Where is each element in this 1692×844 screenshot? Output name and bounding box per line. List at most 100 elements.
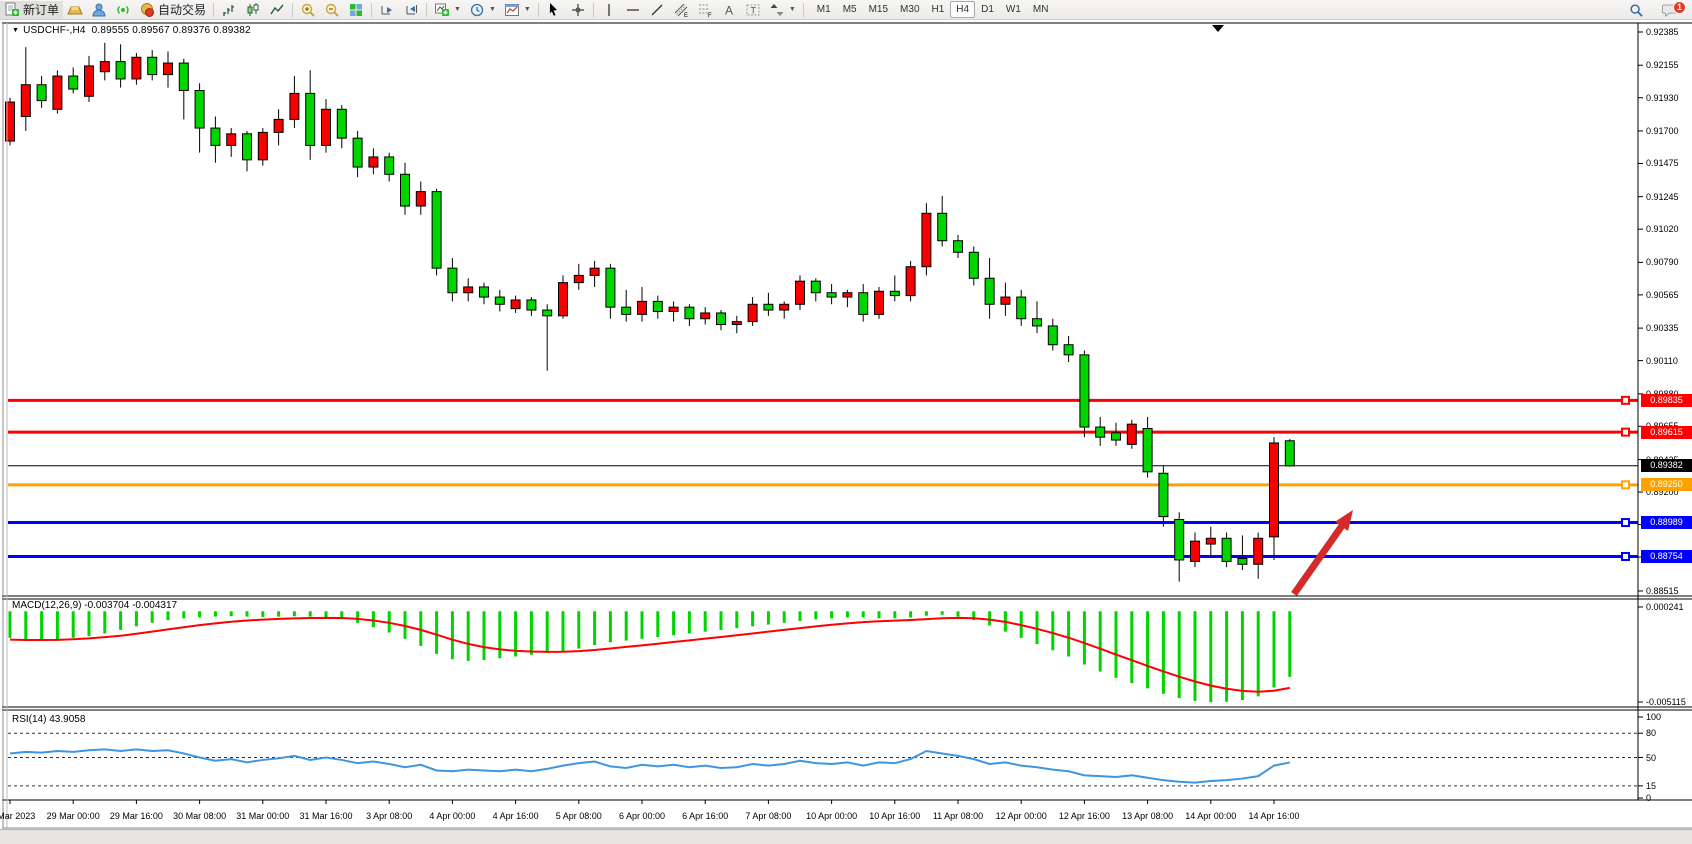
text-label-button[interactable]: T <box>741 1 765 19</box>
symbol-header[interactable]: ▼ USDCHF-,H4 0.89555 0.89567 0.89376 0.89… <box>12 25 251 36</box>
price-axis-label[interactable]: 0.90110 <box>1646 355 1678 366</box>
timeframe-d1-button[interactable]: D1 <box>981 4 994 15</box>
macd-axis-label[interactable]: -0.005115 <box>1646 697 1686 707</box>
hline-handle[interactable] <box>1621 427 1630 437</box>
time-axis-label[interactable]: 12 Apr 00:00 <box>995 811 1047 821</box>
timeframe-h1-button[interactable]: H1 <box>931 4 945 15</box>
price-line-tag-0.89615: 0.89615 <box>1641 425 1692 439</box>
shift-marker-icon[interactable] <box>1212 25 1224 32</box>
bar-chart-button[interactable] <box>217 1 241 19</box>
text-button[interactable]: A <box>717 1 741 19</box>
time-axis-label[interactable]: 11 Apr 08:00 <box>932 811 984 821</box>
time-axis-label[interactable]: 31 Mar 16:00 <box>299 811 353 821</box>
time-axis-label[interactable]: 30 Mar 08:00 <box>173 811 227 821</box>
rsi-axis-label[interactable]: 0 <box>1646 793 1652 803</box>
time-axis-label[interactable]: 6 Apr 16:00 <box>682 811 729 821</box>
collapse-triangle-icon[interactable]: ▼ <box>12 27 20 34</box>
cursor-button[interactable] <box>542 1 566 19</box>
zoom-out-button[interactable] <box>320 1 344 19</box>
trendline-button[interactable] <box>645 1 669 19</box>
time-axis-label[interactable]: 13 Apr 08:00 <box>1122 811 1174 821</box>
hline-icon <box>625 2 641 18</box>
time-axis-label[interactable]: 31 Mar 00:00 <box>236 811 290 821</box>
time-axis-label[interactable]: 3 Apr 08:00 <box>366 811 413 821</box>
time-axis-label[interactable]: 4 Apr 16:00 <box>492 811 539 821</box>
price-axis-label[interactable]: 0.90790 <box>1646 257 1679 268</box>
templates-button[interactable]: ▼ <box>500 1 535 19</box>
deposit-button[interactable] <box>63 1 87 19</box>
autotrade-button[interactable]: 自动交易 <box>135 1 210 19</box>
price-axis-label[interactable]: 0.90335 <box>1646 323 1679 334</box>
time-axis-label[interactable]: 29 Mar 16:00 <box>109 811 163 821</box>
rsi-axis-label[interactable]: 80 <box>1646 728 1657 739</box>
price-axis-label[interactable]: 0.92155 <box>1646 60 1679 71</box>
timeframe-m5-button[interactable]: M5 <box>842 4 857 15</box>
signals-button[interactable] <box>111 1 135 19</box>
vline-icon <box>601 2 617 18</box>
new-order-button[interactable]: 新订单 <box>0 0 64 19</box>
price-axis-label[interactable]: 0.91245 <box>1646 191 1679 202</box>
toolbar-separator <box>213 2 215 17</box>
hlines-layer[interactable] <box>8 398 1638 558</box>
svg-text:T: T <box>750 5 756 15</box>
macd-axis-label[interactable]: 0.000241 <box>1646 602 1684 612</box>
time-axis-label[interactable]: 10 Apr 00:00 <box>806 811 858 821</box>
time-axis-label[interactable]: 14 Apr 00:00 <box>1185 811 1237 821</box>
price-axis-label[interactable]: 0.90565 <box>1646 289 1679 300</box>
hline-handle[interactable] <box>1621 551 1630 561</box>
price-axis-label[interactable]: 0.92385 <box>1646 27 1679 37</box>
macd-signal-line <box>9 616 1290 693</box>
time-axis-label[interactable]: 6 Apr 00:00 <box>618 811 666 821</box>
time-axis-label[interactable]: 12 Apr 16:00 <box>1058 811 1110 821</box>
time-axis-label[interactable]: 4 Apr 00:00 <box>429 811 476 821</box>
price-axis-label[interactable]: 0.91930 <box>1646 92 1679 103</box>
zoom-in-button[interactable] <box>296 1 320 19</box>
time-axis-label[interactable]: 5 Apr 08:00 <box>555 811 602 821</box>
timeframe-w1-button[interactable]: W1 <box>1005 4 1021 15</box>
crosshair-icon <box>570 2 586 18</box>
price-axis-label[interactable]: 0.89200 <box>1646 487 1679 498</box>
crosshair-button[interactable] <box>566 1 590 19</box>
vertical-line-button[interactable] <box>597 1 621 19</box>
time-axis-label[interactable]: 10 Apr 16:00 <box>869 811 921 821</box>
new-order-icon <box>4 2 20 18</box>
timeframe-h4-button[interactable]: H4 <box>950 1 976 18</box>
timeframe-m15-button[interactable]: M15 <box>868 4 889 15</box>
search-button[interactable] <box>1625 1 1648 19</box>
timeframe-mn-button[interactable]: MN <box>1032 4 1049 15</box>
arrow-annotation[interactable] <box>1291 510 1353 597</box>
horizontal-line-button[interactable] <box>621 1 645 19</box>
chart-shift-button[interactable] <box>399 1 423 19</box>
status-strip <box>0 829 1692 844</box>
tile-windows-button[interactable] <box>344 1 368 19</box>
time-axis-label[interactable]: 7 Apr 08:00 <box>745 811 792 821</box>
candlestick-chart-button[interactable] <box>241 1 265 19</box>
price-axis-label[interactable]: 0.91475 <box>1646 158 1679 169</box>
time-axis-label[interactable]: 28 Mar 2023 <box>0 811 36 821</box>
auto-scroll-button[interactable] <box>375 1 399 19</box>
time-axis-label[interactable]: 29 Mar 00:00 <box>46 811 100 821</box>
equidistant-channel-button[interactable]: E <box>669 1 693 19</box>
rsi-axis-label[interactable]: 100 <box>1646 712 1662 722</box>
timeframe-m1-button[interactable]: M1 <box>816 4 831 15</box>
templates-icon <box>504 2 520 18</box>
price-axis-label[interactable]: 0.91020 <box>1646 224 1679 235</box>
period-button[interactable]: ▼ <box>465 1 500 19</box>
svg-text:A: A <box>725 3 733 17</box>
fibonacci-button[interactable]: F <box>693 1 717 19</box>
shapes-button[interactable]: ▼ <box>765 1 800 19</box>
line-chart-button[interactable] <box>265 1 289 19</box>
price-axis-label[interactable]: 0.88515 <box>1646 586 1679 596</box>
price-axis-label[interactable]: 0.91700 <box>1646 125 1679 136</box>
rsi-axis-label[interactable]: 50 <box>1646 752 1657 763</box>
community-button[interactable] <box>87 1 111 19</box>
timeframe-m30-button[interactable]: M30 <box>900 4 920 15</box>
time-axis-label[interactable]: 14 Apr 16:00 <box>1248 811 1300 821</box>
hline-handle[interactable] <box>1621 518 1630 528</box>
hline-handle[interactable] <box>1621 480 1630 490</box>
rsi-axis-label[interactable]: 15 <box>1646 780 1657 791</box>
new-chart-button[interactable]: ▼ <box>430 1 465 19</box>
hline-handle[interactable] <box>1621 395 1630 405</box>
notifications-button[interactable]: 1 <box>1658 1 1686 19</box>
